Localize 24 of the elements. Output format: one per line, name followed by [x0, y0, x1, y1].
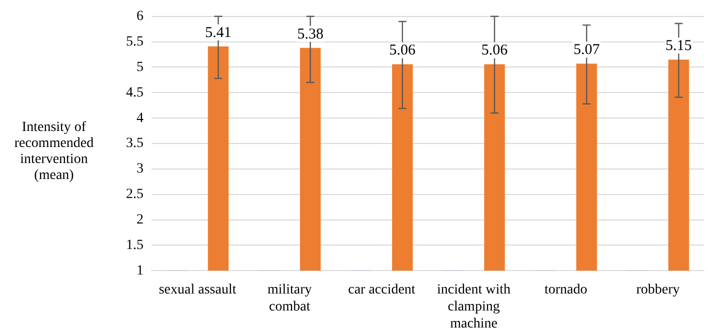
y-tick-label: 5 — [136, 60, 144, 75]
data-label: 5.06 — [389, 42, 416, 59]
y-tick-label: 6 — [136, 9, 144, 24]
y-axis-title: Intensity of recommended intervention (mean) — [13, 120, 95, 184]
y-tick-label: 3.5 — [126, 136, 144, 152]
data-label: 5.15 — [666, 38, 692, 54]
y-tick-label: 2.5 — [126, 187, 144, 202]
data-label: 5.06 — [481, 42, 508, 59]
x-tick-label: car accident — [348, 282, 416, 298]
y-tick-label: 2 — [136, 212, 144, 228]
x-tick-label: robbery — [636, 282, 680, 298]
x-tick-label: sexual assault — [158, 282, 236, 298]
data-label: 5.38 — [297, 26, 324, 42]
y-tick-label: 4 — [136, 110, 144, 126]
data-label: 5.41 — [205, 24, 232, 41]
x-tick-label: tornado — [544, 282, 588, 298]
x-tick-label: military combat — [267, 282, 312, 314]
y-tick-label: 5.5 — [126, 34, 144, 50]
y-tick-label: 1 — [136, 263, 144, 278]
y-tick-label: 3 — [136, 162, 144, 177]
x-tick-label: incident with clamping machine — [437, 282, 511, 332]
data-label: 5.07 — [573, 42, 600, 58]
y-tick-label: 1.5 — [126, 238, 144, 253]
y-tick-label: 4.5 — [126, 85, 144, 100]
